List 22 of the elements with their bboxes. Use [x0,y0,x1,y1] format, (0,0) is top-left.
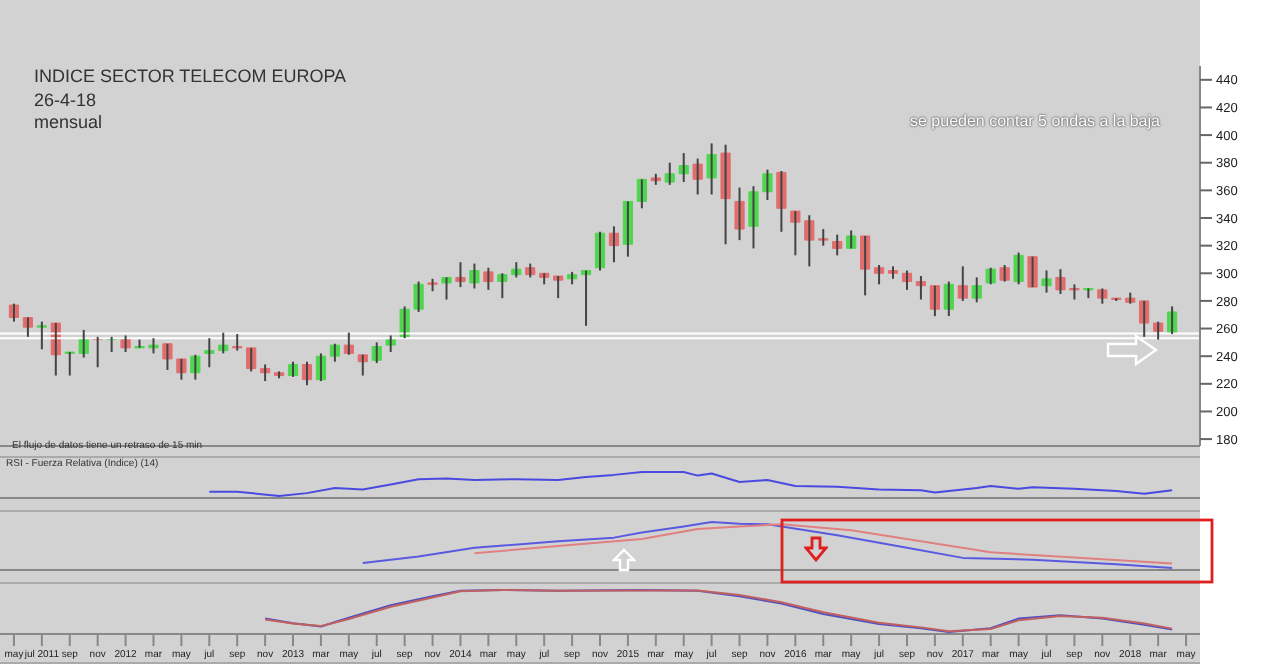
text: 26-4-18 [34,90,97,110]
candlestick [441,276,452,301]
candlestick [469,262,480,290]
candlestick [553,275,564,300]
candlestick [706,142,717,196]
candlestick [36,320,47,351]
candlestick [483,266,494,291]
candlestick [999,263,1010,283]
candlestick [427,277,438,293]
candlestick [371,341,382,365]
candlestick [1041,269,1052,294]
candlestick [734,186,745,242]
candlestick [985,266,996,286]
candlestick [1027,255,1038,289]
candlestick [385,334,396,354]
annotation: mensual [34,112,103,132]
candlestick [692,157,703,196]
chart-title: INDICE SECTOR TELECOM EUROPA [34,66,347,86]
candlestick [232,333,243,352]
candlestick [1083,287,1094,300]
candlestick [971,276,982,304]
annotation: se pueden contar 5 ondas a la baja [910,112,1160,130]
